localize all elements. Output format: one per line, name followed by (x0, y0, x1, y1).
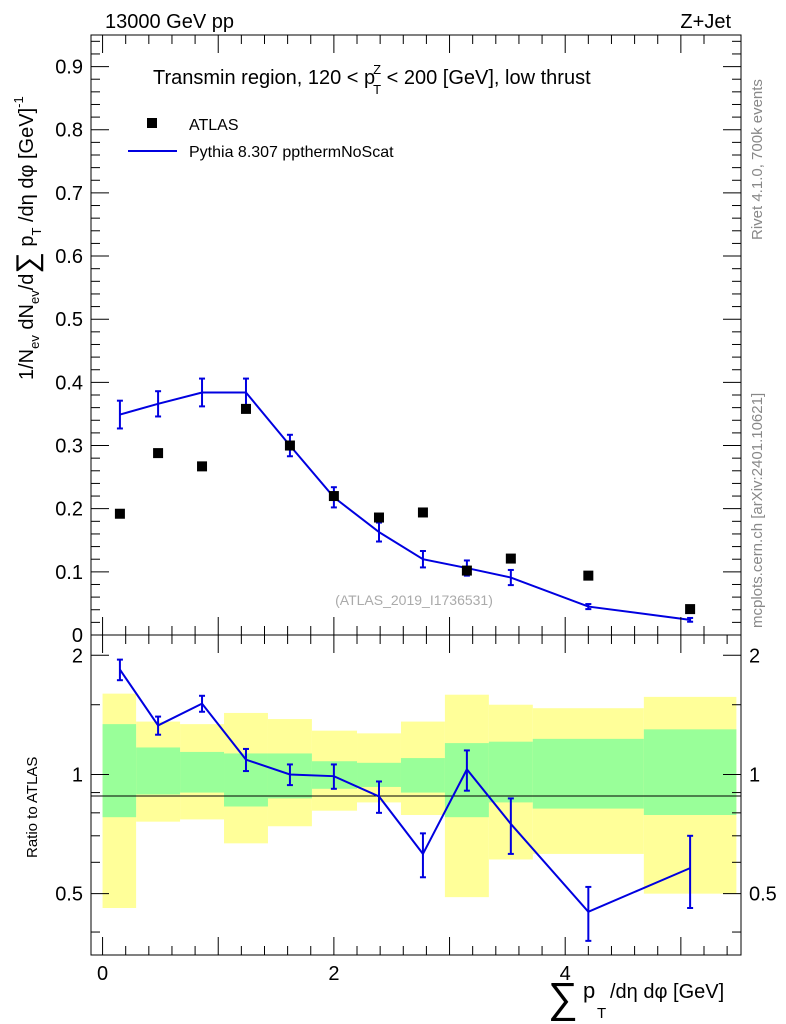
main-title-pre: Transmin region, 120 < p (153, 67, 375, 89)
ratio-uncertainty-bands (102, 693, 737, 909)
svg-text:T: T (597, 1005, 606, 1022)
ratio-xtick-label: 0 (97, 963, 108, 985)
main-series-group (116, 377, 694, 623)
ratio-band-inner (180, 751, 225, 793)
ratio-ytick-label: 2 (72, 645, 83, 667)
main-title-sub: T (373, 82, 381, 97)
ratio-axis-ticks: 0.5 0.5 1 1 2 2 0 2 4 (55, 635, 777, 985)
ratio-band-inner (532, 738, 644, 809)
atlas-data-point (197, 461, 208, 472)
ratio-mc-line (119, 669, 691, 913)
ratio-ytick-label-right: 0.5 (749, 884, 777, 906)
main-ytick-label: 0.7 (55, 183, 83, 205)
main-ytick-label: 0.4 (55, 372, 83, 394)
ratio-band-inner (102, 724, 137, 818)
atlas-points-group (114, 403, 696, 615)
svg-text:/dη dφ [GeV]: /dη dφ [GeV] (610, 981, 724, 1003)
svg-text:∑: ∑ (548, 974, 578, 1021)
main-ytick-label: 0.3 (55, 436, 83, 458)
ratio-xtick-label: 4 (560, 963, 571, 985)
ratio-frame (90, 634, 742, 956)
atlas-data-point (284, 440, 295, 451)
svg-text:p: p (583, 978, 595, 1003)
atlas-data-point (114, 508, 125, 519)
main-title-sup: Z (373, 62, 381, 77)
ratio-ytick-label-right: 2 (749, 645, 760, 667)
atlas-data-point (505, 553, 516, 564)
atlas-data-point (153, 448, 164, 459)
atlas-data-point (461, 565, 472, 576)
header-right-label: Z+Jet (680, 11, 731, 33)
atlas-data-point (417, 507, 428, 518)
main-ytick-label: 0.1 (55, 562, 83, 584)
legend: ATLAS Pythia 8.307 ppthermNoScat (128, 117, 394, 161)
ratio-band-inner (488, 741, 533, 803)
legend-mc-label: Pythia 8.307 ppthermNoScat (189, 144, 394, 161)
ratio-series-group (116, 658, 694, 942)
main-ytick-label: 0.9 (55, 57, 83, 79)
main-title: Transmin region, 120 < p TZ < 200 [GeV], … (153, 62, 591, 97)
xaxis-label: ∑ p T /dη dφ [GeV] (548, 974, 724, 1022)
ratio-ylabel: Ratio to ATLAS (24, 757, 41, 858)
main-ytick-label: 0.5 (55, 309, 83, 331)
atlas-data-point (583, 570, 594, 581)
rivet-version-label: Rivet 4.1.0, 700k events (749, 79, 766, 240)
legend-atlas-label: ATLAS (189, 117, 239, 134)
main-ytick-label: 0 (72, 625, 83, 647)
main-ytick-label: 0.2 (55, 499, 83, 521)
ratio-xtick-label: 2 (328, 963, 339, 985)
mcplots-credit-label: mcplots.cern.ch [arXiv:2401.10621] (749, 393, 766, 628)
main-title-post: < 200 [GeV], low thrust (381, 67, 591, 89)
ratio-band-inner (643, 729, 737, 815)
ratio-ytick-label: 1 (72, 764, 83, 786)
main-yaxis-ticks: 0 0.1 0.2 0.3 0.4 0.5 0.6 0.7 0.8 0.9 (55, 35, 741, 647)
ratio-ytick-label-right: 1 (749, 764, 760, 786)
svg-text:1/Nev dNev/d∑ pT /dη dφ [GeV]: 1/Nev dNev/d∑ pT /dη dφ [GeV]-1 (11, 96, 44, 380)
main-ytick-label: 0.6 (55, 246, 83, 268)
ratio-ytick-label: 0.5 (55, 884, 83, 906)
main-ytick-label: 0.8 (55, 120, 83, 142)
main-ylabel: 1/Nev dNev/d∑ pT /dη dφ [GeV]-1 (11, 96, 44, 380)
atlas-data-point (240, 403, 251, 414)
mc-series-line (119, 391, 691, 621)
atlas-data-point (328, 491, 339, 502)
analysis-watermark: (ATLAS_2019_I1736531) (335, 592, 493, 608)
header-left-label: 13000 GeV pp (105, 11, 234, 33)
ratio-band-inner (400, 758, 445, 793)
ratio-band-inner (136, 747, 181, 795)
atlas-data-point (685, 604, 696, 615)
atlas-data-point (373, 512, 384, 523)
legend-atlas-marker (147, 118, 157, 128)
